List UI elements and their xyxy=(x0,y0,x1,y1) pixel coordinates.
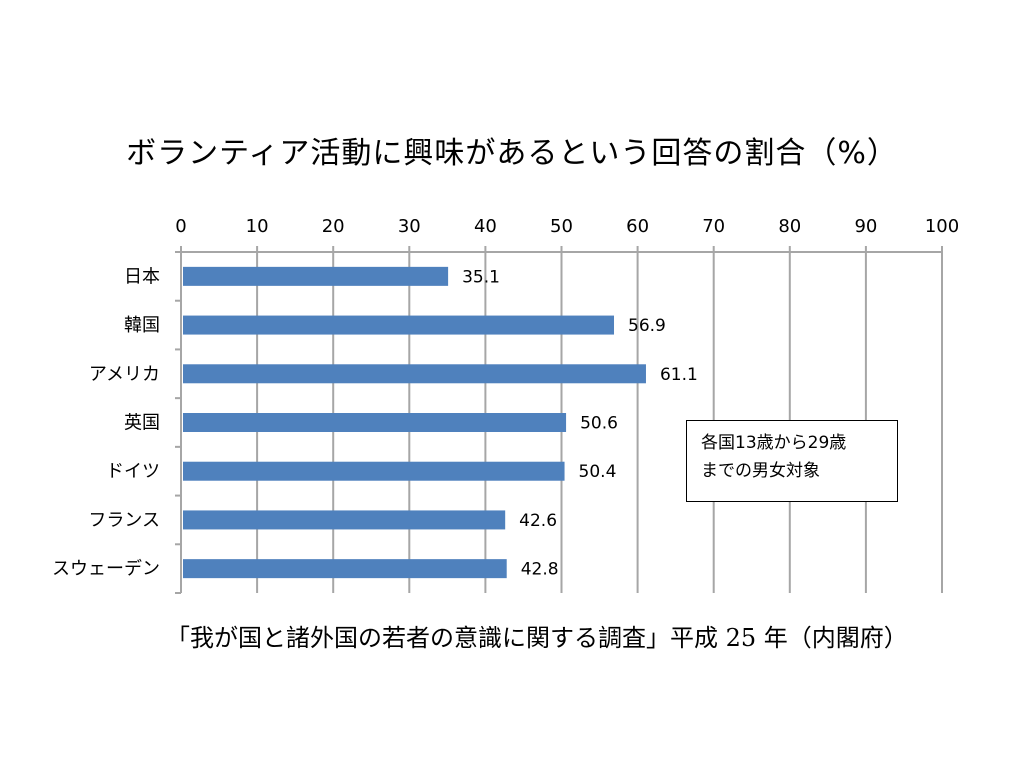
x-tick-label-20: 20 xyxy=(322,216,345,237)
x-tick-label-60: 60 xyxy=(626,216,649,237)
x-tick-label-40: 40 xyxy=(474,216,497,237)
data-label-2: 61.1 xyxy=(660,365,698,385)
x-tick-label-70: 70 xyxy=(702,216,725,237)
x-tick-label-10: 10 xyxy=(246,216,269,237)
note-box: 各国13歳から29歳 までの男女対象 xyxy=(686,420,898,502)
bar-4 xyxy=(183,461,565,481)
bars xyxy=(183,266,646,579)
bar-3 xyxy=(183,413,567,432)
category-label-3: 英国 xyxy=(124,413,160,434)
note-line-2: までの男女対象 xyxy=(701,461,820,481)
data-label-0: 35.1 xyxy=(462,267,500,287)
x-tick-label-100: 100 xyxy=(925,216,959,237)
category-label-1: 韓国 xyxy=(124,315,160,336)
x-tick-label-50: 50 xyxy=(550,216,573,237)
category-label-5: フランス xyxy=(88,510,160,531)
bar-5 xyxy=(183,510,506,530)
x-tick-labels: 0 10 20 30 40 50 60 70 80 90 100 xyxy=(175,216,959,237)
chart-title: ボランティア活動に興味があるという回答の割合（%） xyxy=(126,136,898,171)
bar-1 xyxy=(183,315,615,335)
category-label-6: スウェーデン xyxy=(52,559,160,580)
data-label-5: 42.6 xyxy=(519,511,557,531)
bar-0 xyxy=(183,266,449,286)
category-label-0: 日本 xyxy=(124,266,160,287)
x-tick-label-90: 90 xyxy=(854,216,877,237)
data-label-6: 42.8 xyxy=(521,560,559,580)
data-labels: 35.1 56.9 61.1 50.6 50.4 42.6 42.8 xyxy=(462,267,698,579)
x-tick-label-0: 0 xyxy=(175,216,186,237)
data-label-3: 50.6 xyxy=(580,414,618,434)
x-tick-label-80: 80 xyxy=(778,216,801,237)
data-label-1: 56.9 xyxy=(628,316,666,336)
category-label-4: ドイツ xyxy=(106,461,160,482)
bar-6 xyxy=(183,559,507,579)
axes xyxy=(175,246,943,594)
data-label-4: 50.4 xyxy=(579,462,617,482)
bar-2 xyxy=(183,364,646,384)
source-citation: 「我が国と諸外国の若者の意識に関する調査」平成 25 年（内閣府） xyxy=(166,624,908,652)
category-label-2: アメリカ xyxy=(89,364,160,385)
x-tick-label-30: 30 xyxy=(398,216,421,237)
note-line-1: 各国13歳から29歳 xyxy=(701,433,847,453)
